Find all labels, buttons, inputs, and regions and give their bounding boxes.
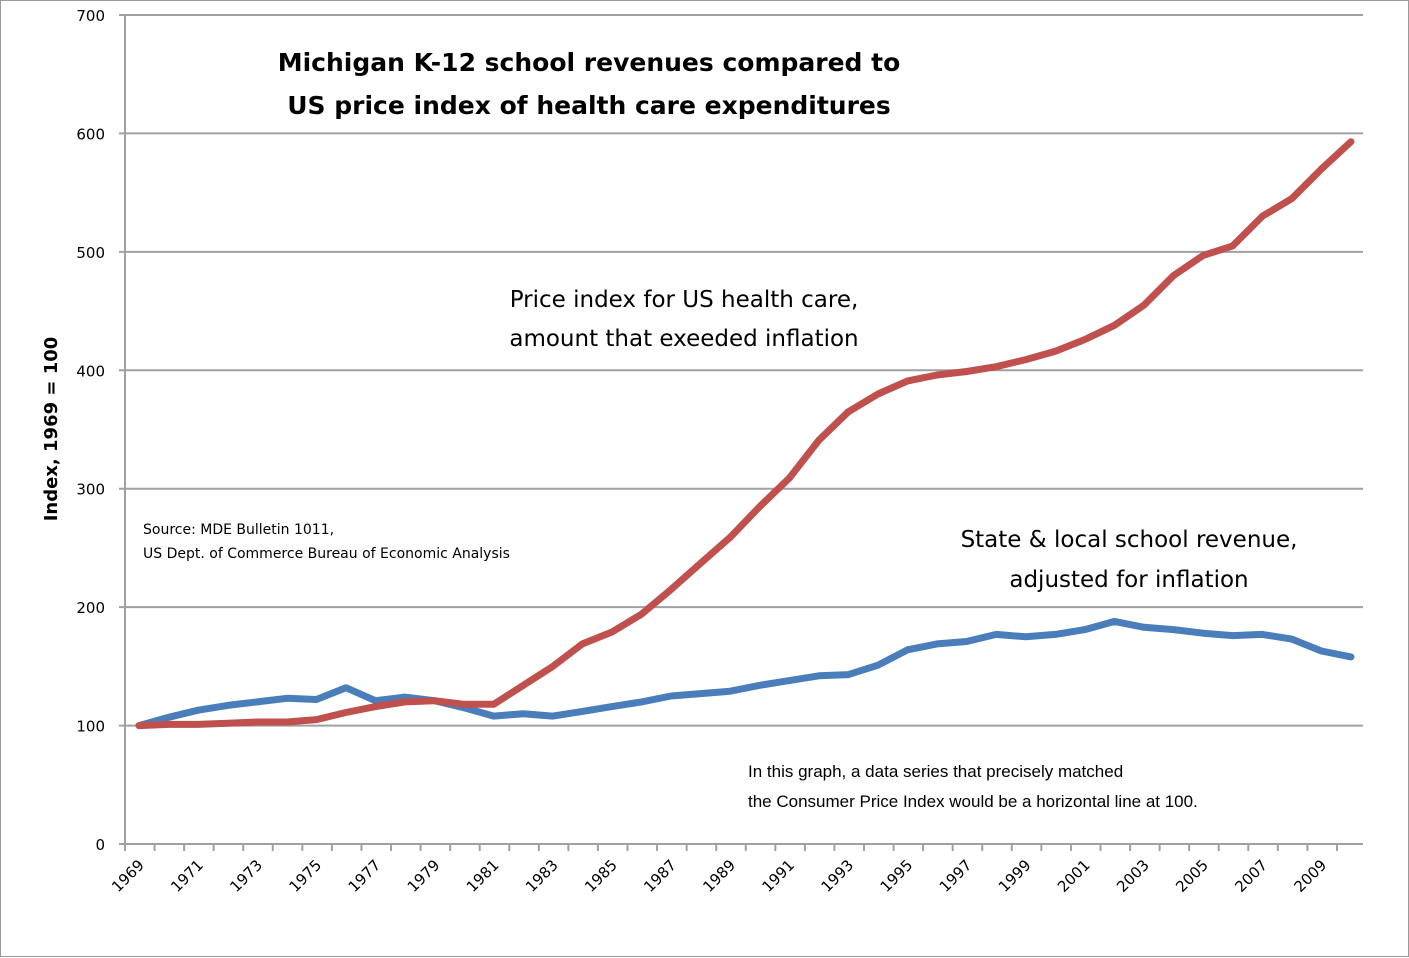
x-tick-label: 1993 bbox=[818, 856, 858, 896]
y-tick-label: 200 bbox=[76, 599, 105, 617]
x-tick-label: 2001 bbox=[1054, 856, 1094, 896]
cpi-note-line-2: the Consumer Price Index would be a hori… bbox=[748, 792, 1198, 811]
y-tick-label: 0 bbox=[95, 836, 105, 854]
y-tick-label: 400 bbox=[76, 362, 105, 380]
x-tick-label: 2009 bbox=[1290, 856, 1330, 896]
chart-title-line-1: Michigan K-12 school revenues compared t… bbox=[278, 48, 901, 77]
y-axis-tick-labels: 0 100 200 300 400 500 600 700 bbox=[76, 7, 105, 854]
source-note-line-1: Source: MDE Bulletin 1011, bbox=[143, 522, 334, 538]
x-tick-label: 1979 bbox=[404, 856, 444, 896]
y-tick-label: 300 bbox=[76, 481, 105, 499]
x-tick-label: 1999 bbox=[995, 856, 1035, 896]
health-series-label-line-1: Price index for US health care, bbox=[510, 287, 859, 313]
x-tick-label: 1983 bbox=[522, 856, 562, 896]
x-tick-label: 2003 bbox=[1113, 856, 1153, 896]
y-tick-label: 700 bbox=[76, 7, 105, 25]
x-tick-label: 1975 bbox=[285, 856, 325, 896]
x-tick-label: 1971 bbox=[167, 856, 207, 896]
y-tick-label: 100 bbox=[76, 718, 105, 736]
x-tick-label: 1969 bbox=[108, 856, 148, 896]
school-series-label-line-2: adjusted for inflation bbox=[1009, 567, 1248, 593]
x-tick-label: 2007 bbox=[1231, 856, 1271, 896]
cpi-note-line-1: In this graph, a data series that precis… bbox=[748, 762, 1123, 781]
chart-title-line-2: US price index of health care expenditur… bbox=[287, 91, 891, 120]
x-tick-label: 1991 bbox=[758, 856, 798, 896]
health-series-label-line-2: amount that exeeded inflation bbox=[509, 326, 858, 352]
x-tick-label: 1997 bbox=[936, 856, 976, 896]
x-tick-label: 2005 bbox=[1172, 856, 1212, 896]
y-tick-label: 500 bbox=[76, 244, 105, 262]
x-tick-label: 1985 bbox=[581, 856, 621, 896]
x-tick-label: 1989 bbox=[699, 856, 739, 896]
x-tick-label: 1977 bbox=[345, 856, 385, 896]
gridlines bbox=[119, 14, 1363, 727]
series-lines bbox=[135, 138, 1355, 730]
x-axis: 1969 1971 1973 1975 1977 1979 1981 1983 1985 1987… bbox=[108, 15, 1363, 896]
school-revenue-line bbox=[135, 617, 1355, 730]
source-note-line-2: US Dept. of Commerce Bureau of Economic … bbox=[143, 546, 510, 562]
y-axis-label: Index, 1969 = 100 bbox=[41, 337, 62, 522]
x-tick-label: 1973 bbox=[226, 856, 266, 896]
x-tick-label: 1987 bbox=[640, 856, 680, 896]
y-tick-label: 600 bbox=[76, 125, 105, 143]
x-tick-label: 1981 bbox=[463, 856, 503, 896]
school-series-label-line-1: State & local school revenue, bbox=[961, 527, 1298, 553]
health-care-price-index-line bbox=[135, 138, 1355, 730]
x-tick-label: 1995 bbox=[877, 856, 917, 896]
